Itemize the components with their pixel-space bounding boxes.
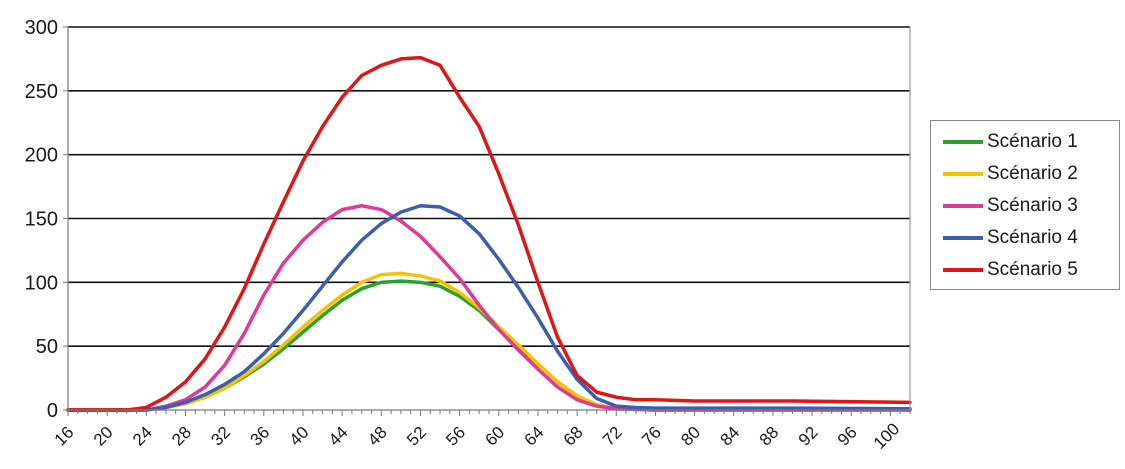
x-tick-label: 32 (207, 423, 234, 450)
x-tick-label: 16 (51, 423, 78, 450)
x-tick-label: 68 (560, 423, 587, 450)
x-tick-label: 64 (521, 423, 548, 450)
x-tick-label: 88 (756, 423, 783, 450)
y-tick-label: 150 (25, 209, 58, 231)
y-tick-label: 0 (47, 400, 58, 422)
x-tick-label: 72 (599, 423, 626, 450)
legend-swatch (943, 172, 983, 176)
legend-label: Scénario 5 (987, 259, 1078, 280)
x-tick-label: 92 (795, 423, 822, 450)
x-tick-label: 56 (442, 423, 469, 450)
y-tick-label: 250 (25, 81, 58, 103)
x-tick-label: 80 (677, 423, 704, 450)
legend-label: Scénario 4 (987, 227, 1078, 248)
legend-item-scenario-2: Scénario 2 (943, 161, 1078, 187)
legend-swatch (943, 140, 983, 144)
legend-item-scenario-3: Scénario 3 (943, 193, 1078, 219)
x-tick-label: 100 (870, 419, 903, 452)
y-axis: 0 50 100 150 200 250 300 (25, 17, 68, 422)
series-line-5 (66, 55, 912, 412)
legend-item-scenario-5: Scénario 5 (943, 257, 1078, 283)
y-tick-label: 100 (25, 272, 58, 294)
legend-label: Scénario 1 (987, 131, 1078, 152)
y-tick-label: 300 (25, 17, 58, 39)
legend: Scénario 1 Scénario 2 Scénario 3 Scénari… (930, 120, 1120, 290)
legend-swatch (943, 268, 983, 272)
legend-swatch (943, 236, 983, 240)
series-line-2 (66, 271, 912, 412)
series-line-3 (66, 203, 912, 412)
x-tick-label: 36 (247, 423, 274, 450)
x-tick-label: 76 (638, 423, 665, 450)
x-tick-label: 28 (168, 423, 195, 450)
legend-item-scenario-1: Scénario 1 (943, 129, 1078, 155)
legend-swatch (943, 204, 983, 208)
x-tick-label: 20 (90, 423, 117, 450)
x-axis: 16 20 24 28 32 36 40 44 48 52 56 60 64 68 72 76 80 84 88 92… (51, 410, 911, 453)
x-tick-label: 44 (325, 423, 352, 450)
legend-item-scenario-4: Scénario 4 (943, 225, 1078, 251)
y-tick-label: 50 (36, 336, 58, 358)
y-tick-label: 200 (25, 145, 58, 167)
legend-label: Scénario 3 (987, 195, 1078, 216)
x-tick-label: 24 (129, 423, 156, 450)
gridlines (68, 26, 910, 347)
series-line-4 (66, 203, 912, 412)
x-tick-label: 40 (286, 423, 313, 450)
x-tick-label: 48 (364, 423, 391, 450)
x-tick-label: 84 (716, 423, 743, 450)
legend-label: Scénario 2 (987, 163, 1078, 184)
x-tick-label: 60 (481, 423, 508, 450)
x-tick-label: 96 (834, 423, 861, 450)
x-tick-label: 52 (403, 423, 430, 450)
series-lines (66, 55, 912, 412)
